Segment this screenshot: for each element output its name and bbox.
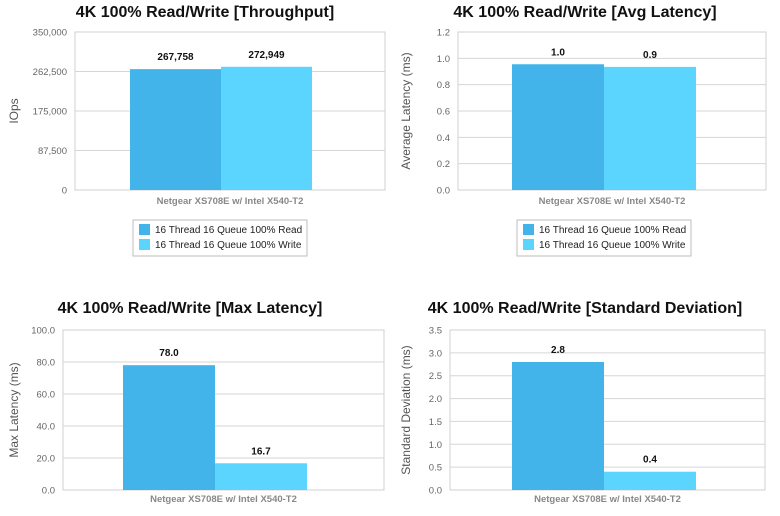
y-tick-label: 1.5 — [429, 417, 442, 428]
chart-title: 4K 100% Read/Write [Standard Deviation] — [428, 300, 742, 317]
y-tick-label: 3.0 — [429, 348, 442, 359]
chart-2: 4K 100% Read/Write [Avg Latency] 0.0 0.2 0.… — [399, 4, 767, 257]
read-bar — [512, 362, 604, 490]
y-tick-label: 2.0 — [429, 394, 442, 405]
y-tick-label: 0.4 — [437, 133, 450, 144]
y-tick-label: 175,000 — [33, 107, 67, 118]
read-bar — [512, 64, 604, 190]
y-tick-label: 1.2 — [437, 28, 450, 39]
y-tick-label: 100.0 — [31, 326, 55, 337]
y-tick-label: 1.0 — [437, 54, 450, 65]
y-tick-label: 0.6 — [437, 107, 450, 118]
y-tick-label: 60.0 — [37, 390, 56, 401]
legend-label: 16 Thread 16 Queue 100% Read — [539, 225, 686, 236]
data-label: 16.7 — [251, 446, 271, 457]
chart-3: 4K 100% Read/Write [Max Latency] 0.0 20.0 4… — [7, 300, 385, 505]
write-bar — [604, 66, 696, 190]
legend-swatch — [139, 239, 150, 250]
y-tick-label: 0.5 — [429, 463, 442, 474]
legend-box — [516, 219, 692, 257]
y-tick-label: 350,000 — [33, 28, 67, 39]
chart-title: 4K 100% Read/Write [Throughput] — [76, 4, 334, 21]
data-label: 2.8 — [551, 345, 565, 356]
read-bar — [123, 365, 215, 490]
data-label: 272,949 — [248, 50, 285, 61]
category-label: Netgear XS708E w/ Intel X540-T2 — [150, 494, 297, 505]
write-bar — [215, 463, 307, 490]
y-tick-label: 87,500 — [38, 146, 67, 157]
legend-swatch — [523, 239, 534, 250]
chart-1: 4K 100% Read/Write [Throughput] 0 87,500 17… — [7, 4, 386, 257]
legend: 16 Thread 16 Queue 100% Read 16 Thread 16… — [516, 219, 692, 257]
y-tick-label: 40.0 — [37, 422, 56, 433]
write-bar — [604, 471, 696, 490]
y-tick-label: 0.0 — [429, 486, 442, 497]
category-label: Netgear XS708E w/ Intel X540-T2 — [539, 196, 686, 207]
legend-swatch — [139, 224, 150, 235]
y-axis-title: Max Latency (ms) — [7, 362, 21, 457]
write-bar — [221, 66, 312, 190]
y-axis-title: IOps — [7, 98, 21, 123]
data-label: 0.4 — [643, 455, 657, 466]
y-tick-label: 3.5 — [429, 326, 442, 337]
y-tick-label: 1.0 — [429, 440, 442, 451]
plot-area — [449, 329, 766, 491]
category-label: Netgear XS708E w/ Intel X540-T2 — [157, 196, 304, 207]
y-tick-label: 0 — [62, 186, 67, 197]
data-label: 0.9 — [643, 50, 657, 61]
y-tick-label: 20.0 — [37, 454, 56, 465]
y-axis-title: Average Latency (ms) — [399, 52, 413, 169]
chart-title: 4K 100% Read/Write [Max Latency] — [58, 300, 323, 317]
legend-label: 16 Thread 16 Queue 100% Write — [539, 240, 686, 251]
y-axis-title: Standard Deviation (ms) — [399, 345, 413, 474]
legend-label: 16 Thread 16 Queue 100% Write — [155, 240, 302, 251]
category-label: Netgear XS708E w/ Intel X540-T2 — [534, 494, 681, 505]
legend-swatch — [523, 224, 534, 235]
data-label: 78.0 — [159, 348, 179, 359]
y-tick-label: 0.8 — [437, 80, 450, 91]
legend-box — [132, 219, 308, 257]
data-label: 267,758 — [157, 52, 194, 63]
chart-title: 4K 100% Read/Write [Avg Latency] — [453, 4, 716, 21]
y-tick-label: 0.0 — [42, 486, 55, 497]
read-bar — [130, 69, 221, 190]
y-tick-label: 0.0 — [437, 186, 450, 197]
y-tick-label: 0.2 — [437, 159, 450, 170]
y-tick-label: 80.0 — [37, 358, 56, 369]
legend-label: 16 Thread 16 Queue 100% Read — [155, 225, 302, 236]
y-tick-label: 2.5 — [429, 371, 442, 382]
y-tick-label: 262,500 — [33, 67, 67, 78]
chart-4: 4K 100% Read/Write [Standard Deviation] 0… — [399, 300, 766, 505]
data-label: 1.0 — [551, 47, 565, 58]
legend: 16 Thread 16 Queue 100% Read 16 Thread 16… — [132, 219, 308, 257]
